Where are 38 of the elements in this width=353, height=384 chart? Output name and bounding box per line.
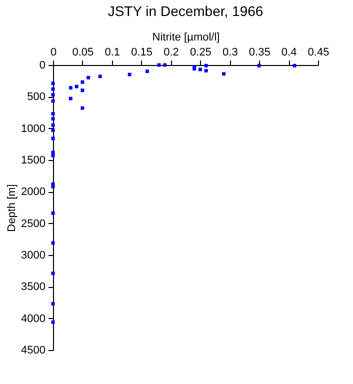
x-tick-label: 0.3	[222, 46, 238, 58]
x-tick-label: 0	[50, 46, 57, 58]
point	[98, 74, 102, 78]
x-tick-label: 0.1	[104, 46, 120, 58]
x-tick-label: 0.45	[308, 46, 330, 58]
y-tick-label: 2500	[21, 218, 46, 230]
point	[80, 80, 84, 84]
y-tick-label: 3500	[21, 281, 46, 294]
x-tick-label: 0.35	[248, 46, 270, 58]
y-tick-label: 0	[39, 60, 46, 72]
y-tick-label: 1500	[21, 154, 46, 166]
x-axis-title: Nitrite [µmol/l]	[152, 32, 220, 44]
point	[204, 64, 208, 68]
x-tick-label: 0.2	[164, 46, 179, 58]
point	[80, 88, 84, 92]
point	[145, 70, 149, 74]
point	[86, 76, 90, 80]
point	[68, 86, 72, 90]
point	[68, 96, 72, 100]
y-tick-label: 4000	[21, 312, 46, 325]
chart-title: JSTY in December, 1966	[108, 3, 264, 19]
y-axis-title: Depth [m]	[6, 184, 18, 232]
y-tick-label: 3000	[21, 250, 46, 262]
y-tick-label: 4500	[21, 344, 46, 356]
y-tick-label: 1000	[21, 122, 46, 135]
point	[222, 72, 226, 76]
point	[257, 64, 261, 68]
point	[74, 84, 78, 88]
point	[204, 68, 208, 72]
y-tick-label: 500	[27, 91, 46, 104]
x-tick-label: 0.05	[72, 46, 94, 58]
x-tick-label: 0.4	[281, 46, 297, 58]
y-tick-label: 2000	[21, 186, 46, 198]
point	[198, 68, 202, 72]
x-tick-label: 0.15	[131, 46, 153, 58]
x-tick-label: 0.25	[190, 46, 212, 58]
point	[292, 64, 296, 68]
point	[80, 106, 84, 110]
